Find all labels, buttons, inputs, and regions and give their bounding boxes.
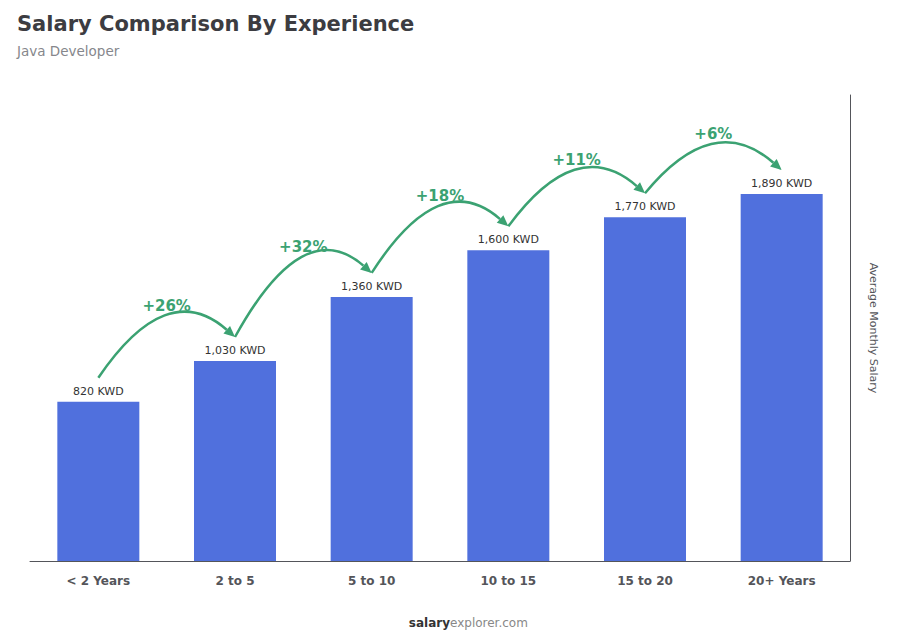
svg-text:+26%: +26% [142, 297, 190, 315]
svg-text:explorer.com: explorer.com [450, 616, 528, 630]
svg-text:Java Developer: Java Developer [16, 43, 120, 59]
svg-text:1,770 KWD: 1,770 KWD [614, 200, 675, 213]
svg-text:1,360 KWD: 1,360 KWD [341, 280, 402, 293]
svg-text:15 to 20: 15 to 20 [617, 574, 673, 588]
svg-text:salary: salary [409, 616, 450, 630]
svg-text:+6%: +6% [694, 125, 732, 143]
svg-text:+11%: +11% [552, 151, 600, 169]
svg-text:820 KWD: 820 KWD [73, 385, 124, 398]
svg-text:2 to 5: 2 to 5 [215, 574, 254, 588]
svg-text:1,030 KWD: 1,030 KWD [204, 344, 265, 357]
svg-text:Average Monthly Salary: Average Monthly Salary [867, 263, 880, 394]
svg-text:< 2 Years: < 2 Years [67, 574, 131, 588]
svg-text:20+ Years: 20+ Years [748, 574, 816, 588]
svg-text:Salary Comparison By Experienc: Salary Comparison By Experience [17, 12, 414, 36]
svg-text:10 to 15: 10 to 15 [480, 574, 536, 588]
svg-text:1,890 KWD: 1,890 KWD [751, 177, 812, 190]
svg-text:1,600 KWD: 1,600 KWD [478, 233, 539, 246]
svg-text:+18%: +18% [416, 187, 464, 205]
svg-text:+32%: +32% [279, 238, 327, 256]
svg-text:5 to 10: 5 to 10 [348, 574, 395, 588]
